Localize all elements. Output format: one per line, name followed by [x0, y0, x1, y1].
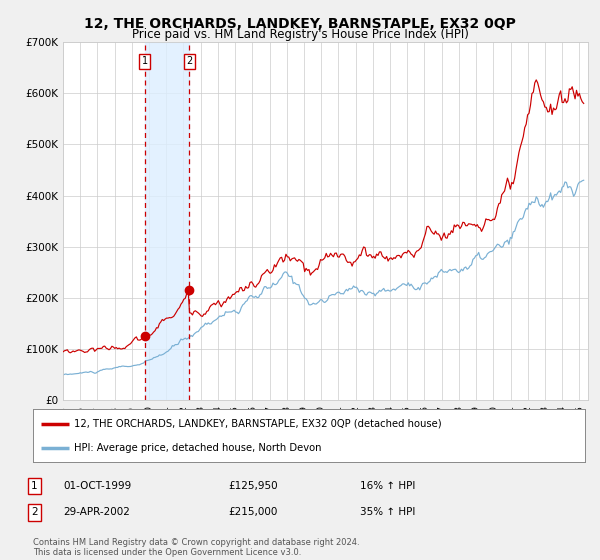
- Text: 1: 1: [142, 57, 148, 66]
- Text: 35% ↑ HPI: 35% ↑ HPI: [360, 507, 415, 517]
- Text: Contains HM Land Registry data © Crown copyright and database right 2024.
This d: Contains HM Land Registry data © Crown c…: [33, 538, 359, 557]
- Text: 2: 2: [31, 507, 38, 517]
- Text: 12, THE ORCHARDS, LANDKEY, BARNSTAPLE, EX32 0QP: 12, THE ORCHARDS, LANDKEY, BARNSTAPLE, E…: [84, 17, 516, 31]
- Text: Price paid vs. HM Land Registry's House Price Index (HPI): Price paid vs. HM Land Registry's House …: [131, 28, 469, 41]
- Text: 01-OCT-1999: 01-OCT-1999: [63, 481, 131, 491]
- Bar: [145, 42, 189, 400]
- Text: 1: 1: [31, 481, 38, 491]
- Text: £125,950: £125,950: [228, 481, 278, 491]
- Text: 29-APR-2002: 29-APR-2002: [63, 507, 130, 517]
- Text: 16% ↑ HPI: 16% ↑ HPI: [360, 481, 415, 491]
- Text: HPI: Average price, detached house, North Devon: HPI: Average price, detached house, Nort…: [74, 443, 322, 453]
- Text: £215,000: £215,000: [228, 507, 277, 517]
- Text: 12, THE ORCHARDS, LANDKEY, BARNSTAPLE, EX32 0QP (detached house): 12, THE ORCHARDS, LANDKEY, BARNSTAPLE, E…: [74, 419, 442, 429]
- Text: 2: 2: [186, 57, 192, 66]
